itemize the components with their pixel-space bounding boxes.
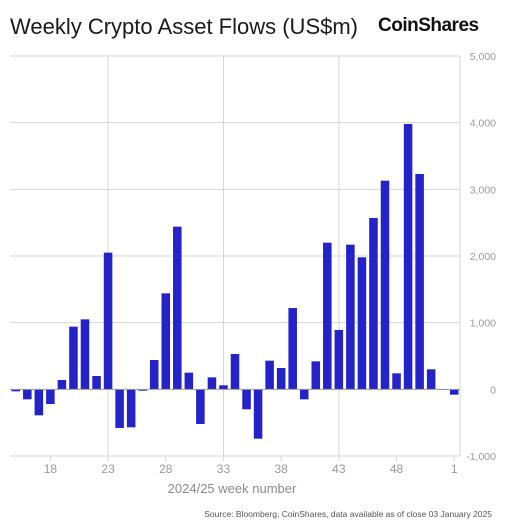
bar xyxy=(138,389,147,391)
bar xyxy=(115,389,124,428)
y-tick-label: -1,000 xyxy=(466,451,496,463)
bar xyxy=(288,308,297,390)
x-tick-label: 38 xyxy=(274,462,288,476)
bar xyxy=(46,389,55,404)
x-tick-label: 33 xyxy=(217,462,231,476)
bar xyxy=(346,244,355,390)
bar xyxy=(426,369,436,390)
bar xyxy=(219,385,228,390)
bar xyxy=(392,373,401,390)
bar xyxy=(34,389,44,416)
bar xyxy=(403,124,413,390)
bar xyxy=(126,389,136,428)
bar xyxy=(184,372,194,390)
bar xyxy=(207,377,217,390)
bar xyxy=(242,389,251,410)
x-axis-label: 2024/25 week number xyxy=(168,481,297,496)
x-tick-label: 48 xyxy=(390,462,404,476)
gridlines xyxy=(10,55,461,457)
bar xyxy=(449,389,459,395)
y-tick-label: 0 xyxy=(490,384,496,396)
axes: -1,000 0 1,000 2,000 3,000 4,000 5,000 18 23 28 33… xyxy=(10,51,496,476)
bar xyxy=(80,319,90,390)
bar xyxy=(299,389,309,400)
bar xyxy=(276,368,286,390)
bar xyxy=(323,242,332,390)
bar xyxy=(369,218,378,390)
bar xyxy=(380,180,390,390)
bar xyxy=(196,389,205,424)
x-tick-label: 1 xyxy=(451,462,458,476)
bar xyxy=(149,360,159,390)
y-tick-label: 5,000 xyxy=(470,51,496,63)
chart-title: Weekly Crypto Asset Flows (US$m) xyxy=(10,14,359,39)
y-tick-label: 4,000 xyxy=(470,118,496,130)
bar xyxy=(69,326,78,390)
bar xyxy=(265,360,274,390)
bar xyxy=(173,226,182,390)
x-tick-label: 28 xyxy=(159,462,173,476)
bar xyxy=(57,380,67,390)
coinshares-logo: CoinShares xyxy=(378,15,479,36)
bar xyxy=(92,376,101,390)
y-tick-label: 1,000 xyxy=(470,318,496,330)
y-tick-label: 3,000 xyxy=(470,184,496,196)
y-tick-label: 2,000 xyxy=(470,251,496,263)
bar xyxy=(334,330,344,390)
bar xyxy=(415,174,424,390)
x-tick-label: 43 xyxy=(332,462,346,476)
x-tick-label: 23 xyxy=(101,462,115,476)
bar xyxy=(230,354,240,390)
bar xyxy=(23,389,32,400)
bar xyxy=(103,252,113,390)
bar xyxy=(311,361,321,390)
x-tick-label: 18 xyxy=(44,462,58,476)
bar xyxy=(253,389,263,439)
bar xyxy=(11,389,21,392)
bars xyxy=(11,124,459,439)
source-note: Source: Bloomberg, CoinShares, data avai… xyxy=(204,509,492,519)
bar xyxy=(357,257,367,390)
bar xyxy=(161,293,171,390)
